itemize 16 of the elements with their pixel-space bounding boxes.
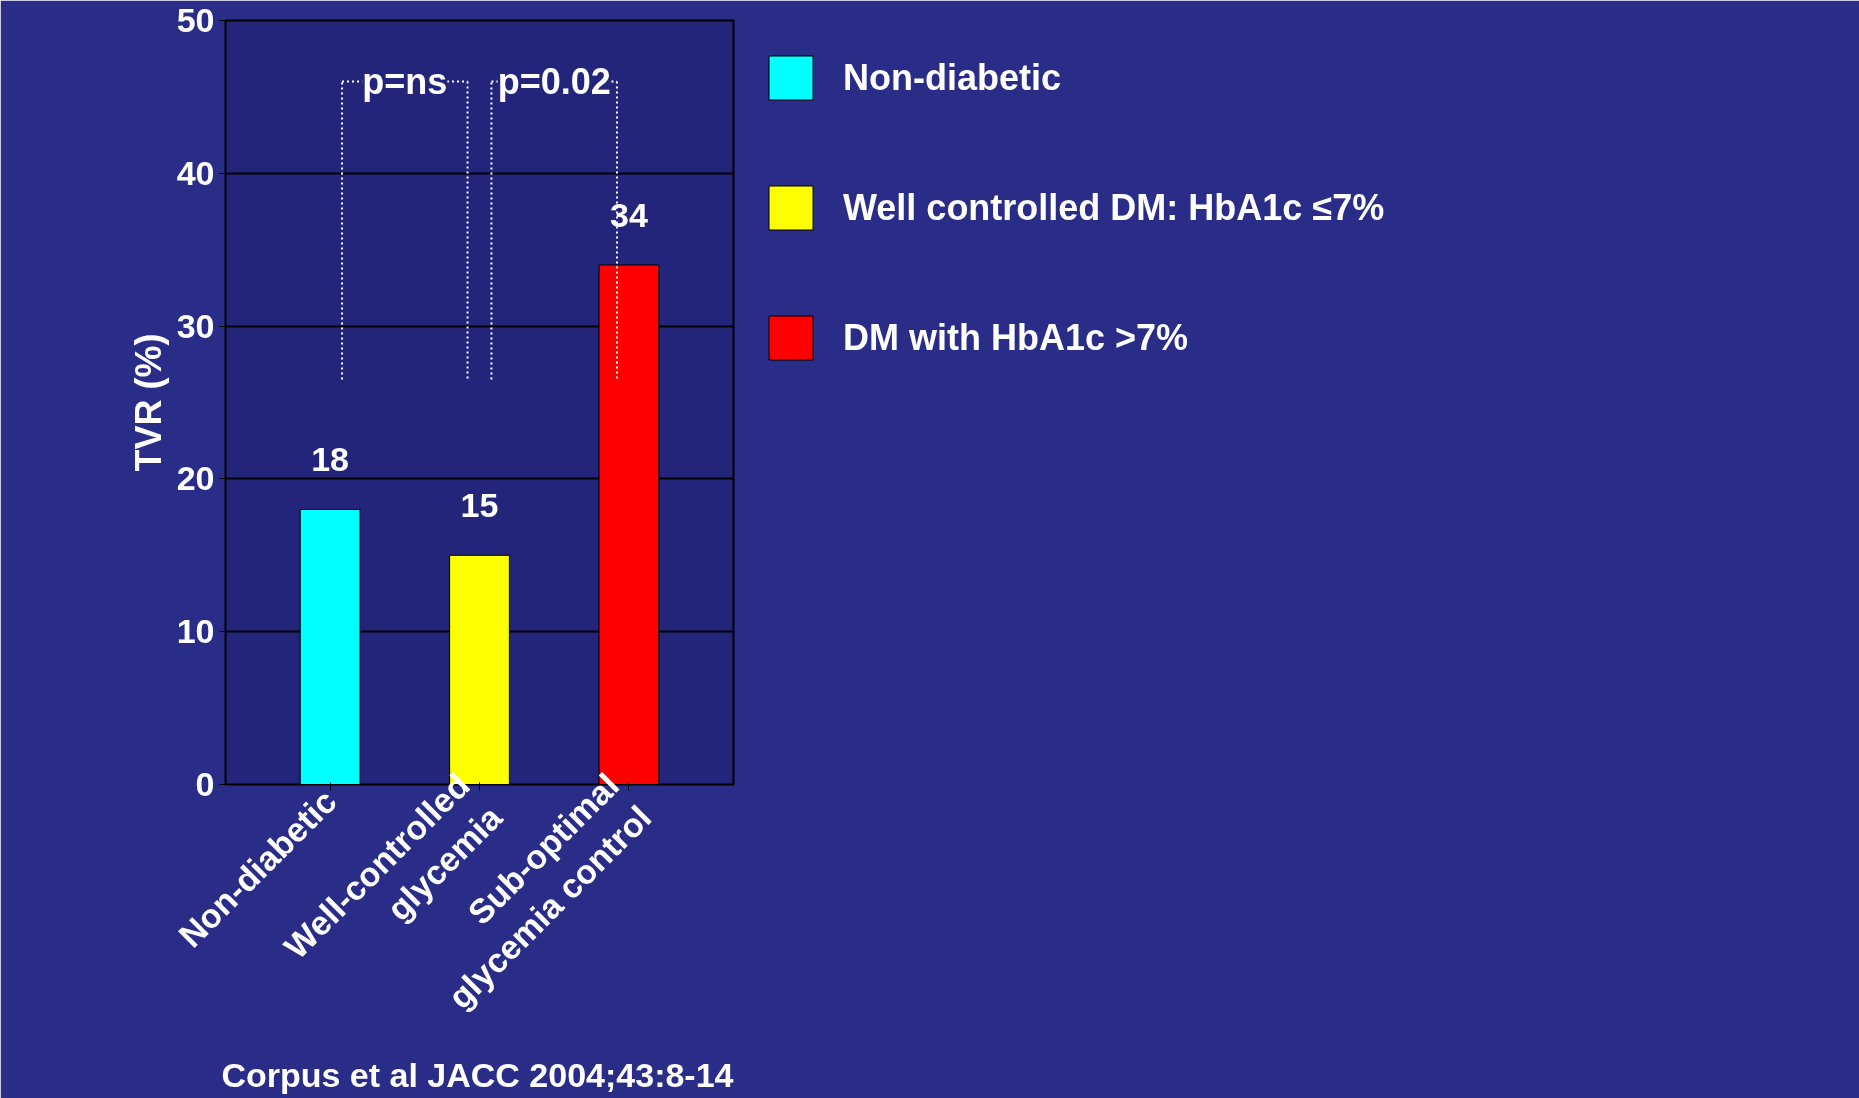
y-tick-label: 10 xyxy=(176,612,215,651)
y-tick-label: 0 xyxy=(195,765,215,803)
data-label: 18 xyxy=(311,440,350,479)
y-tick-label: 50 xyxy=(176,1,215,39)
data-label: 34 xyxy=(610,195,648,234)
legend-label: DM with HbA1c >7% xyxy=(843,316,1189,359)
y-axis-title: TVR (%) xyxy=(127,333,169,472)
legend-label: Well controlled DM: HbA1c ≤7% xyxy=(843,186,1385,229)
y-tick-label: 30 xyxy=(176,306,215,345)
annotation: p=ns xyxy=(362,61,448,103)
data-label: 15 xyxy=(460,486,499,525)
y-tick-label: 20 xyxy=(176,459,215,498)
annotation: p=0.02 xyxy=(497,61,611,103)
text: Corpus et al JACC 2004;43:8-14 xyxy=(221,1055,734,1094)
legend-label: Non-diabetic xyxy=(843,56,1062,99)
y-tick-label: 40 xyxy=(176,153,215,192)
